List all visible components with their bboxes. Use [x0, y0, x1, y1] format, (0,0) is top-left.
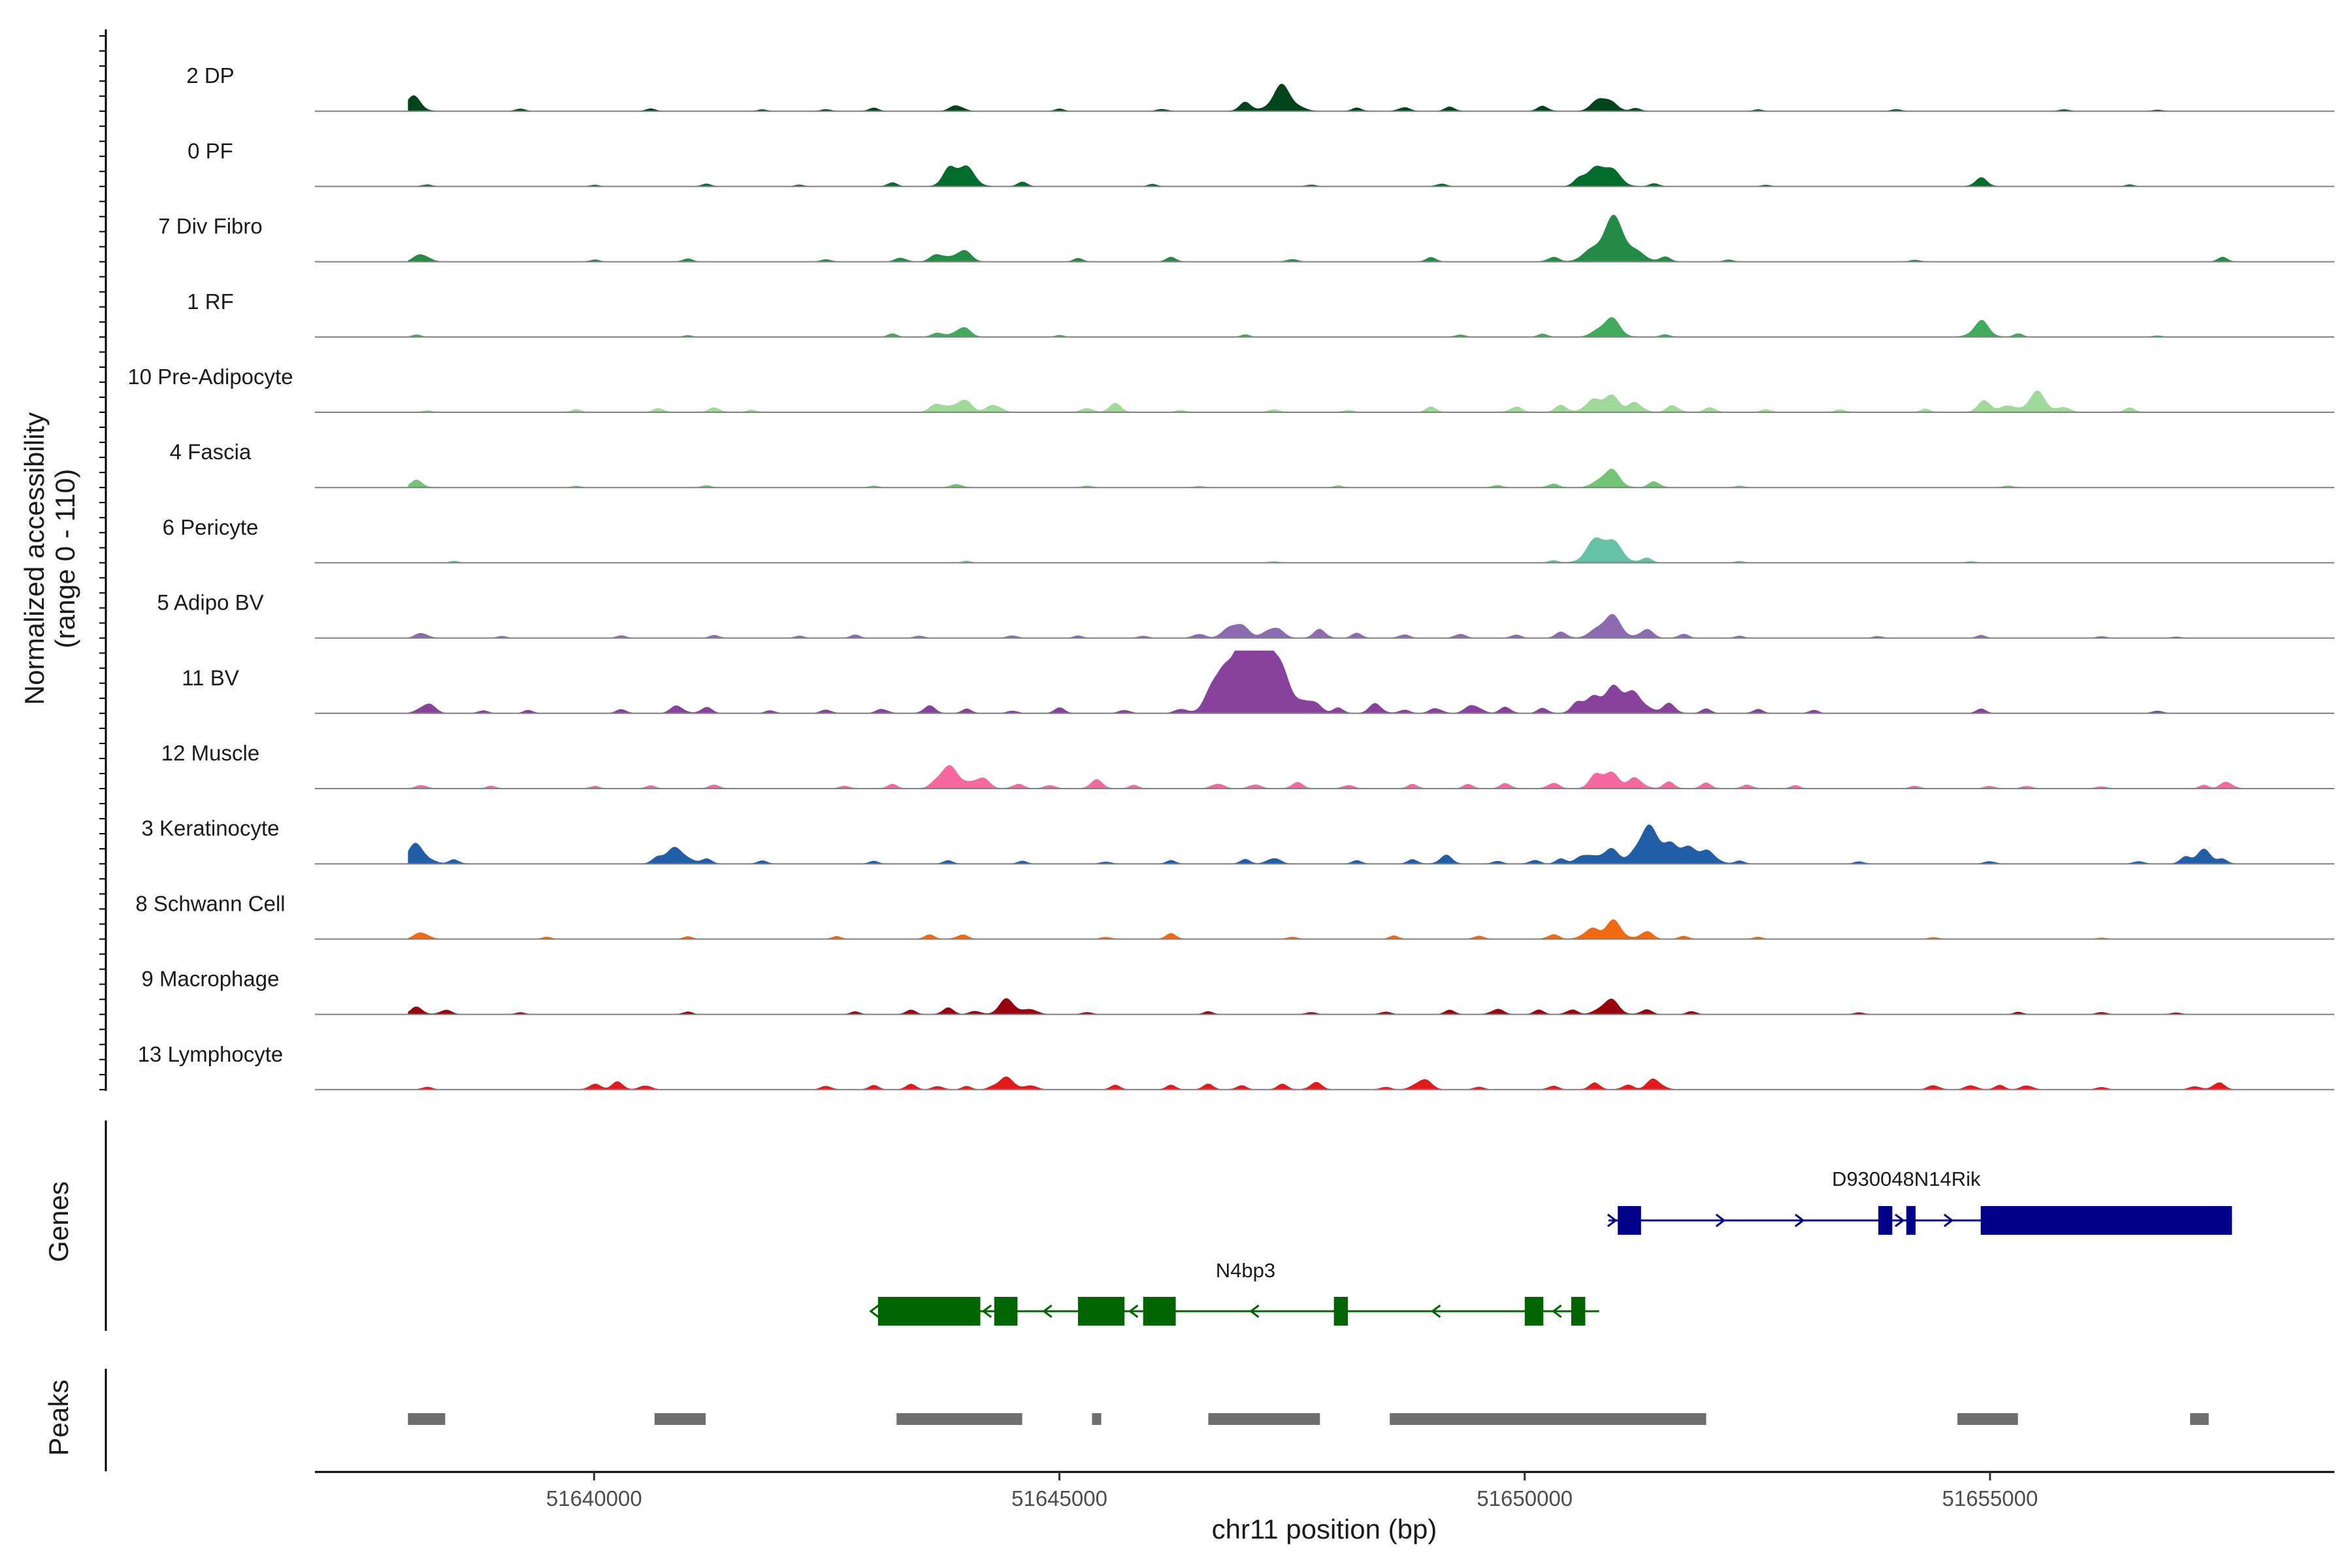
track-label: 11 BV — [182, 666, 238, 690]
x-tick-label: 51650000 — [1477, 1486, 1573, 1511]
track-label: 8 Schwann Cell — [135, 891, 285, 915]
coverage-area — [408, 1076, 2251, 1090]
track-label: 13 Lymphocyte — [138, 1042, 284, 1066]
coverage-area — [408, 765, 2251, 789]
peak-region — [654, 1413, 706, 1425]
gene-exon — [1143, 1297, 1176, 1326]
track-label: 2 DP — [186, 63, 234, 88]
strand-arrow — [1715, 1213, 1726, 1228]
strand-arrow — [869, 1304, 879, 1318]
coverage-area — [408, 998, 2251, 1015]
gene-d930048n14rik: D930048N14Rik — [1607, 1168, 2232, 1235]
peak-region — [2190, 1413, 2209, 1425]
coverage-area — [408, 613, 2251, 638]
track-label: 9 Macrophage — [142, 967, 280, 991]
peaks-panel-title: Peaks — [43, 1380, 74, 1456]
coverage-area — [408, 84, 2251, 112]
track-12-muscle: 12 Muscle — [161, 741, 2334, 789]
gene-exon — [1333, 1297, 1348, 1326]
gene-name-label: D930048N14Rik — [1832, 1168, 1981, 1190]
coverage-area — [408, 824, 2251, 864]
coverage-area — [408, 165, 2251, 187]
track-10-pre-adipocyte: 10 Pre-Adipocyte — [127, 365, 2334, 413]
track-5-adipo-bv: 5 Adipo BV — [157, 591, 2334, 639]
gene-annotation-panel: Genes D930048N14Rik N4bp3 — [43, 1120, 2232, 1331]
track-7-div-fibro: 7 Div Fibro — [158, 214, 2334, 263]
gene-exon — [1906, 1206, 1916, 1235]
track-4-fascia: 4 Fascia — [170, 440, 2334, 489]
peak-region — [1092, 1413, 1102, 1425]
coverage-area — [408, 390, 2251, 412]
track-label: 3 Keratinocyte — [142, 816, 280, 840]
track-label: 1 RF — [187, 289, 234, 314]
track-label: 0 PF — [188, 139, 233, 163]
coverage-area — [408, 214, 2251, 262]
track-2-dp: 2 DP — [186, 63, 2334, 112]
peak-region — [1957, 1413, 2018, 1425]
peak-region — [1390, 1413, 1707, 1425]
gene-exon — [1524, 1297, 1544, 1326]
peak-region — [896, 1413, 1022, 1425]
strand-arrow — [1430, 1304, 1441, 1318]
track-11-bv: 11 BV — [182, 650, 2334, 714]
gene-exon — [877, 1297, 981, 1326]
strand-arrow — [1128, 1304, 1139, 1318]
gene-exon — [1571, 1297, 1586, 1326]
coverage-area — [408, 919, 2251, 939]
strand-arrow — [981, 1304, 992, 1318]
peak-region — [408, 1413, 446, 1425]
peaks-panel: Peaks — [43, 1369, 2209, 1471]
strand-arrow — [1552, 1304, 1562, 1318]
track-8-schwann-cell: 8 Schwann Cell — [135, 891, 2334, 940]
strand-arrow — [1607, 1213, 1618, 1228]
strand-arrow — [1042, 1304, 1053, 1318]
strand-arrow — [1895, 1213, 1905, 1228]
coverage-area — [408, 317, 2251, 337]
gene-exon — [1878, 1206, 1893, 1235]
track-label: 4 Fascia — [170, 440, 252, 464]
gene-exon — [1618, 1206, 1641, 1235]
track-13-lymphocyte: 13 Lymphocyte — [138, 1042, 2334, 1090]
gene-name-label: N4bp3 — [1216, 1259, 1275, 1282]
track-label: 12 Muscle — [161, 741, 259, 765]
genes-panel-title: Genes — [43, 1181, 74, 1262]
strand-arrow — [1249, 1304, 1260, 1318]
coverage-area — [408, 537, 2251, 563]
track-label: 5 Adipo BV — [157, 591, 263, 615]
coverage-area — [408, 650, 2251, 713]
strand-arrow — [1795, 1213, 1805, 1228]
track-0-pf: 0 PF — [188, 139, 2334, 188]
x-tick-label: 51655000 — [1942, 1486, 2038, 1511]
track-label: 7 Div Fibro — [158, 214, 263, 238]
track-3-keratinocyte: 3 Keratinocyte — [142, 816, 2334, 865]
gene-exon — [1078, 1297, 1125, 1326]
track-6-pericyte: 6 Pericyte — [163, 515, 2334, 564]
gene-n4bp3: N4bp3 — [869, 1259, 1599, 1326]
y-axis: Normalized accessibility (range 0 - 110) — [19, 29, 107, 1091]
x-tick-label: 51645000 — [1011, 1486, 1107, 1511]
gene-exon — [1980, 1206, 2232, 1235]
peak-region — [1208, 1413, 1320, 1425]
x-axis: chr11 position (bp) 51640000 51645000 5165… — [315, 1471, 2334, 1544]
gene-exon — [994, 1297, 1018, 1326]
track-label: 10 Pre-Adipocyte — [127, 365, 293, 389]
track-1-rf: 1 RF — [187, 289, 2334, 338]
y-axis-title-line1: Normalized accessibility — [19, 412, 50, 705]
x-axis-title: chr11 position (bp) — [1212, 1514, 1437, 1544]
x-tick-label: 51640000 — [546, 1486, 642, 1511]
coverage-area — [408, 468, 2251, 488]
y-axis-title-line2: (range 0 - 110) — [50, 469, 80, 649]
coverage-tracks: 2 DP 0 PF 7 Div Fibro 1 RF 10 Pre-Adipocyte 4… — [127, 63, 2334, 1090]
strand-arrow — [1943, 1213, 1954, 1228]
track-9-macrophage: 9 Macrophage — [142, 967, 2334, 1015]
track-label: 6 Pericyte — [163, 515, 259, 539]
